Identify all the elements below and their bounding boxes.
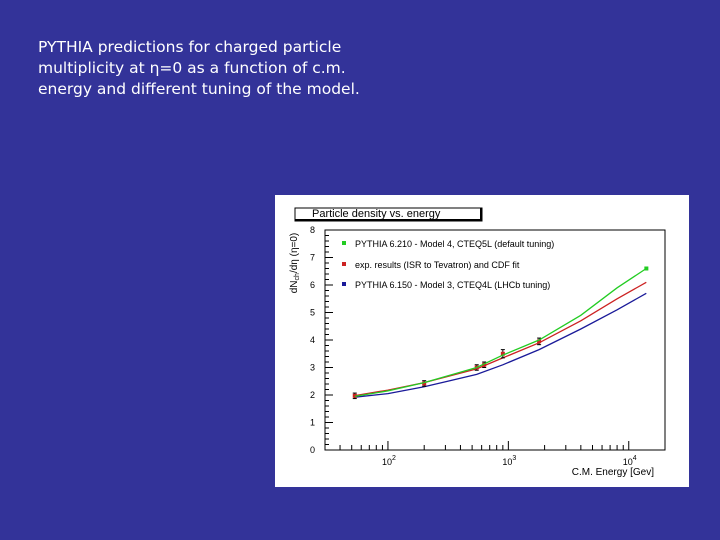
chart-title: Particle density vs. energy: [312, 208, 441, 220]
data-point: [422, 381, 427, 386]
y-ticks: 0 1 2 3 4 5 6 7 8: [310, 225, 333, 455]
x-axis-label: C.M. Energy [Gev]: [572, 467, 654, 478]
y-tick-label: 0: [310, 445, 315, 455]
series-layer: [352, 266, 649, 400]
plot-panel: Particle density vs. energy dNch/dη (η=0…: [275, 195, 689, 487]
y-tick-label: 2: [310, 390, 315, 400]
series-0: [354, 266, 649, 398]
data-point: [482, 362, 487, 367]
y-tick-label: 8: [310, 225, 315, 235]
y-tick-label: 1: [310, 418, 315, 428]
y-axis-label: dNch/dη (η=0): [289, 233, 301, 294]
legend-label: PYTHIA 6.210 - Model 4, CTEQ5L (default …: [355, 239, 554, 249]
x-tick-label: 104: [623, 455, 637, 467]
x-tick-label: 103: [502, 455, 516, 467]
title-box-shadow-bottom: [295, 219, 482, 221]
legend-marker: [342, 241, 346, 245]
legend-label: PYTHIA 6.150 - Model 3, CTEQ4L (LHCb tun…: [355, 280, 550, 290]
caption-line-2: multiplicity at η=0 as a function of c.m…: [38, 59, 346, 77]
chart-title-box: Particle density vs. energy: [294, 207, 483, 222]
legend-marker: [342, 282, 346, 286]
data-point: [500, 351, 505, 356]
data-point: [537, 339, 542, 344]
legend-marker: [342, 262, 346, 266]
series-line: [354, 267, 647, 398]
legend: PYTHIA 6.210 - Model 4, CTEQ5L (default …: [342, 239, 554, 290]
y-tick-label: 7: [310, 253, 315, 263]
title-box-shadow-right: [480, 208, 482, 221]
series-line: [354, 292, 647, 398]
series-2: [354, 292, 647, 398]
legend-label: exp. results (ISR to Tevatron) and CDF f…: [355, 260, 520, 270]
y-tick-label: 3: [310, 363, 315, 373]
caption-line-3: energy and different tuning of the model…: [38, 80, 360, 98]
chart-svg: Particle density vs. energy dNch/dη (η=0…: [289, 207, 666, 478]
x-tick-label: 102: [382, 455, 396, 467]
caption-line-1: PYTHIA predictions for charged particle: [38, 38, 342, 56]
y-tick-label: 5: [310, 308, 315, 318]
y-tick-label: 4: [310, 335, 315, 345]
y-tick-label: 6: [310, 280, 315, 290]
slide-caption: PYTHIA predictions for charged particle …: [38, 37, 418, 100]
x-ticks: 102 103 104: [324, 441, 666, 467]
series-end-marker: [644, 266, 649, 271]
